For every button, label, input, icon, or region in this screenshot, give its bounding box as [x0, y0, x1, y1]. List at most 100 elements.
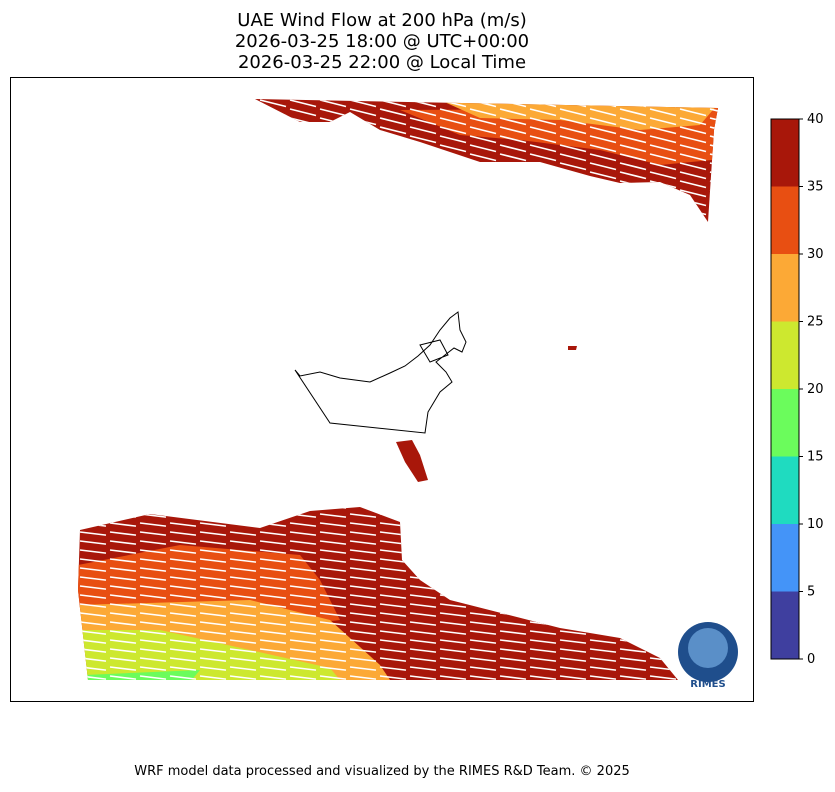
wind-arrow	[139, 630, 167, 635]
wind-arrow	[679, 108, 707, 117]
wind-arrow	[259, 639, 287, 644]
wind-arrow	[109, 576, 137, 581]
wind-arrow	[559, 549, 587, 554]
wind-arrow	[619, 513, 647, 518]
wind-arrow	[349, 144, 377, 153]
wind-arrow	[109, 558, 137, 563]
wind-arrow	[229, 507, 257, 509]
wind-arrow	[559, 612, 587, 617]
wind-arrow	[589, 612, 617, 617]
wind-arrow	[259, 675, 287, 680]
wind-arrow	[349, 171, 377, 180]
colorbar-tick-label: 20	[807, 382, 824, 397]
wind-arrow	[439, 675, 467, 680]
wind-arrow	[529, 576, 557, 581]
wind-arrow	[559, 507, 587, 509]
wind-arrow	[499, 594, 527, 599]
wind-arrow	[229, 630, 257, 635]
wind-arrow	[79, 621, 107, 626]
wind-arrow	[649, 540, 677, 545]
wind-arrow	[319, 180, 347, 189]
colorbar-segment	[771, 186, 799, 254]
wind-arrow	[439, 117, 467, 126]
wind-arrow	[109, 531, 137, 536]
wind-arrow	[289, 558, 317, 563]
wind-arrow	[319, 666, 347, 671]
wind-arrow	[649, 594, 677, 599]
wind-arrow	[619, 549, 647, 554]
wind-arrow	[469, 585, 497, 590]
wind-arrow	[349, 612, 377, 617]
wind-arrow	[379, 198, 407, 207]
wind-arrow	[499, 549, 527, 554]
wind-arrow	[469, 189, 497, 198]
wind-arrow	[229, 603, 257, 608]
wind-arrow	[409, 594, 437, 599]
wind-arrow	[559, 108, 587, 117]
wind-arrow	[589, 567, 617, 572]
wind-arrow	[619, 594, 647, 599]
wind-arrow	[619, 603, 647, 608]
wind-arrow	[559, 180, 587, 189]
wind-arrow	[289, 540, 317, 545]
wind-arrow	[439, 621, 467, 626]
colorbar-segment	[771, 591, 799, 659]
wind-arrow	[229, 531, 257, 536]
wind-arrow	[589, 198, 617, 207]
logo: RIMES	[678, 622, 738, 690]
wind-arrow	[709, 207, 718, 216]
wind-arrow	[619, 207, 647, 216]
wind-arrow	[349, 531, 377, 536]
wind-arrow	[229, 666, 257, 671]
wind-arrow	[379, 135, 407, 144]
wind-arrow	[79, 507, 107, 509]
wind-arrow	[139, 657, 167, 662]
wind-arrow	[439, 189, 467, 198]
speed-region	[440, 100, 718, 130]
wind-arrow	[439, 198, 467, 207]
wind-arrow	[169, 513, 197, 518]
wind-arrow	[589, 144, 617, 153]
wind-arrow	[559, 522, 587, 527]
wind-arrow	[679, 171, 707, 180]
wind-arrow	[229, 621, 257, 626]
wind-arrow	[79, 549, 107, 554]
wind-arrow	[379, 126, 407, 135]
speed-region	[568, 346, 577, 350]
wind-arrow	[679, 117, 707, 126]
wind-arrow	[289, 207, 317, 216]
wind-arrow	[469, 531, 497, 536]
wind-arrow	[589, 648, 617, 653]
wind-arrow	[319, 153, 347, 162]
wind-arrow	[499, 675, 527, 680]
wind-arrow	[679, 144, 707, 153]
wind-arrow	[619, 531, 647, 536]
wind-arrow	[229, 549, 257, 554]
wind-arrow	[349, 603, 377, 608]
wind-arrow	[289, 216, 317, 222]
wind-arrow	[439, 657, 467, 662]
wind-arrow	[589, 108, 617, 117]
wind-arrow	[709, 180, 718, 189]
wind-arrow	[559, 648, 587, 653]
wind-arrow	[589, 531, 617, 536]
wind-arrow	[619, 558, 647, 563]
wind-arrow	[199, 648, 227, 653]
wind-arrow	[79, 513, 107, 518]
wind-arrow	[199, 594, 227, 599]
wind-arrow	[169, 603, 197, 608]
wind-arrow	[559, 126, 587, 135]
colorbar-segment	[771, 524, 799, 592]
wind-arrow	[649, 117, 677, 126]
wind-arrow	[199, 513, 227, 518]
wind-arrow	[409, 567, 437, 572]
wind-arrow	[289, 126, 317, 135]
wind-arrow	[409, 507, 437, 509]
wind-arrow	[139, 507, 167, 509]
wind-arrow	[649, 198, 677, 207]
wind-arrow	[619, 198, 647, 207]
wind-arrow	[499, 507, 527, 509]
wind-arrow	[499, 180, 527, 189]
wind-arrow	[499, 621, 527, 626]
